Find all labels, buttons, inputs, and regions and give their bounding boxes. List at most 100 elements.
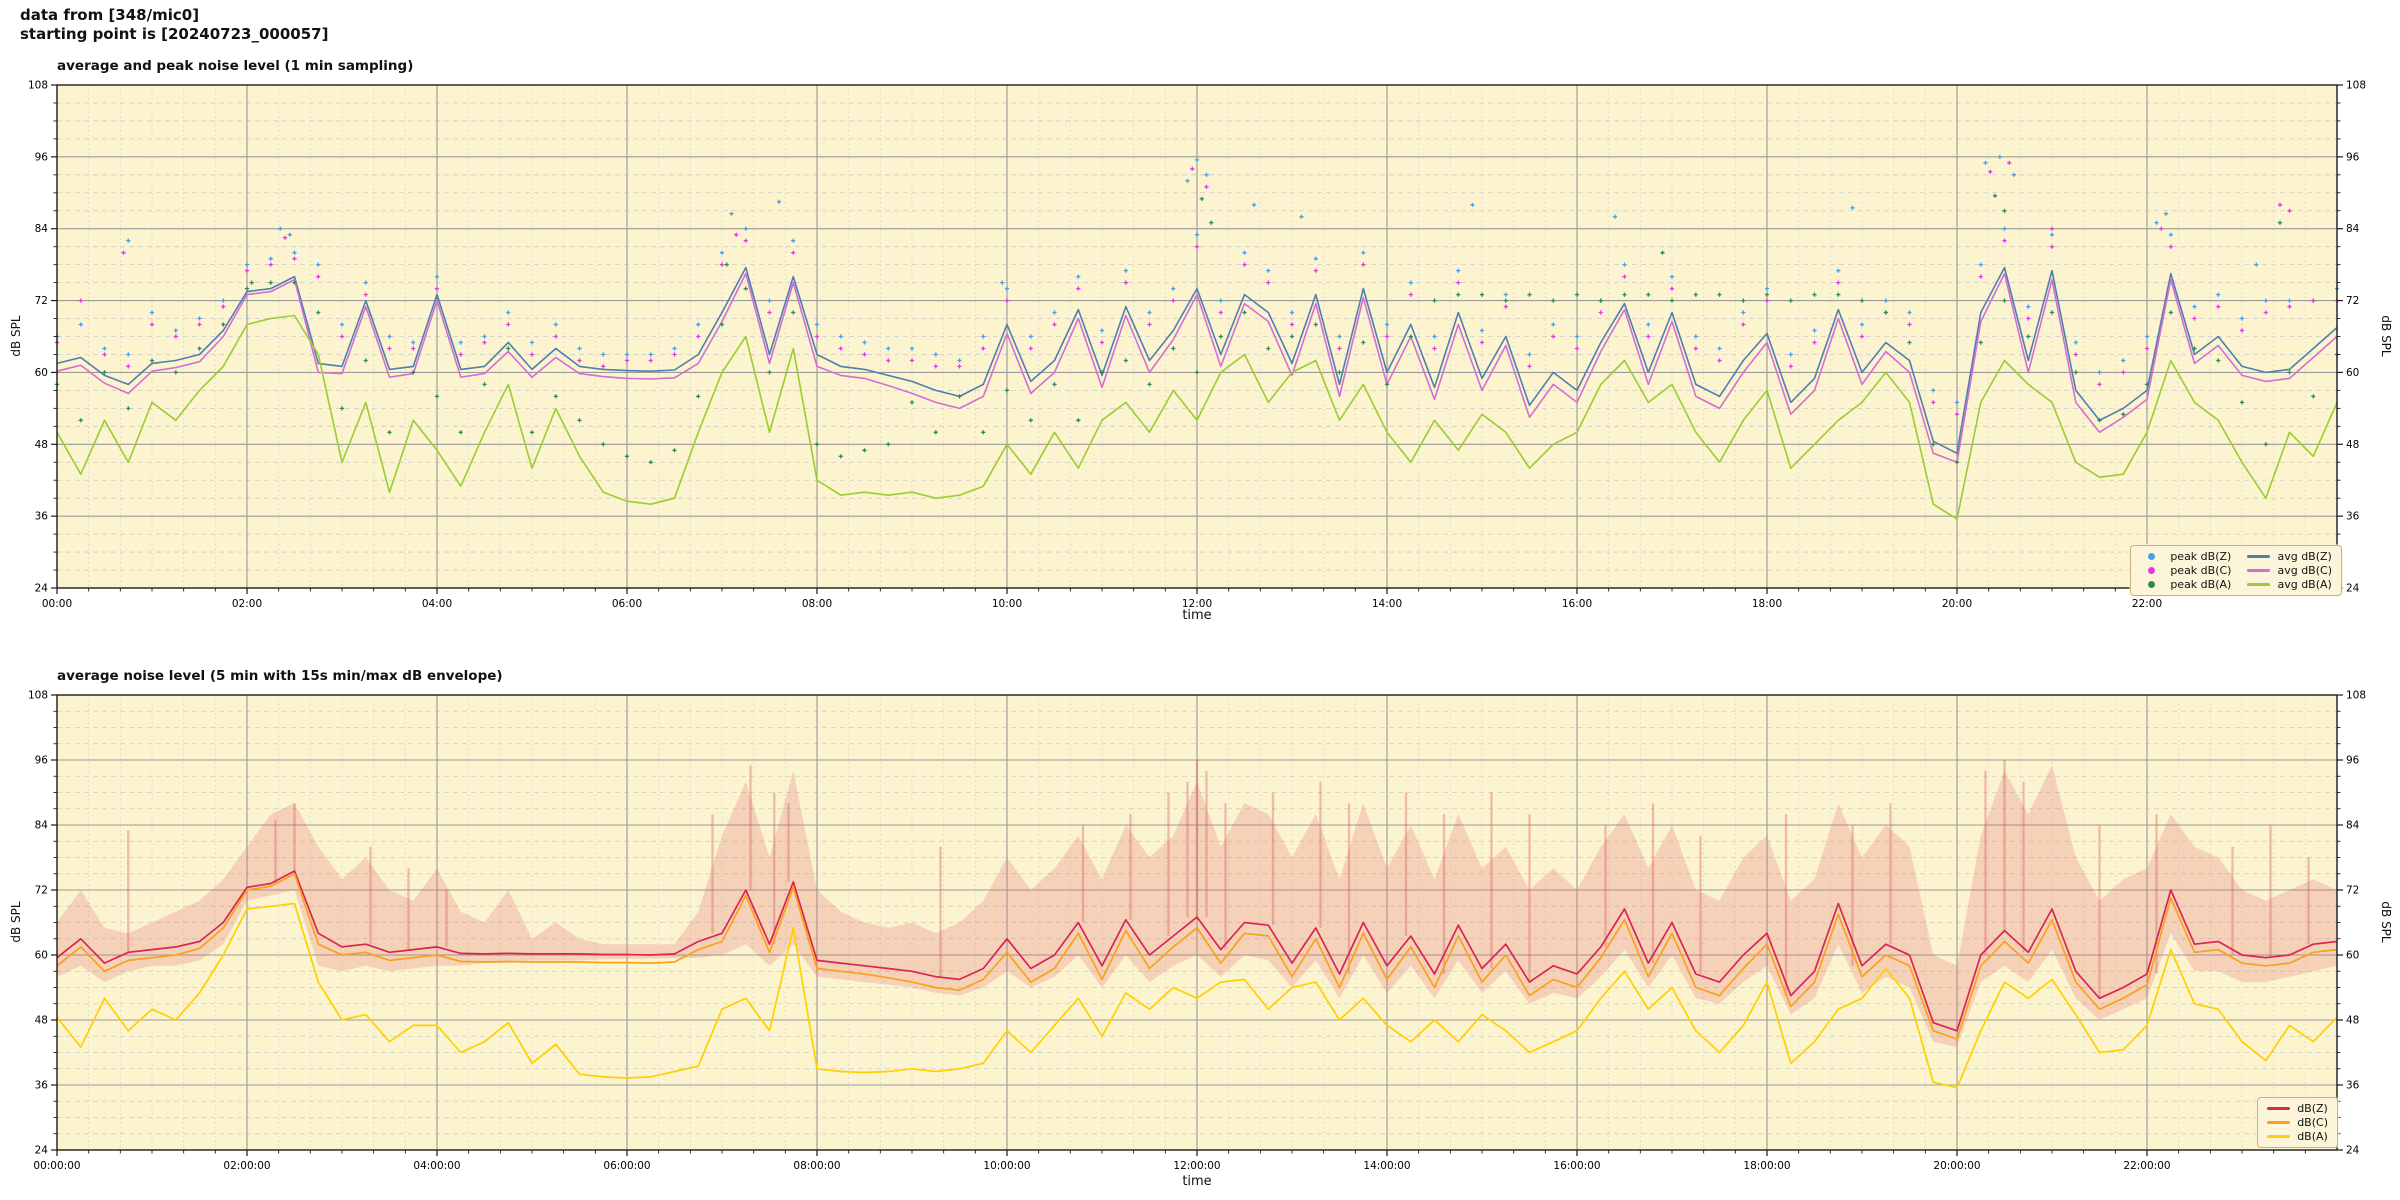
- xtick-label: 10:00: [992, 598, 1022, 610]
- ytick-label-right: 48: [2346, 1015, 2359, 1027]
- line-marker-icon: [2267, 1120, 2291, 1125]
- ytick-label: 48: [35, 439, 48, 451]
- legend-entry-db-c-: dB(C): [2267, 1116, 2328, 1129]
- xtick-label: 14:00: [1372, 598, 1402, 610]
- series-line-db-a-: [56, 902, 2338, 1089]
- bottom-chart-legend: dB(Z) dB(C) dB(A): [2257, 1097, 2338, 1148]
- xtick-label: 16:00: [1562, 598, 1592, 610]
- envelope-spike: [1784, 814, 1788, 996]
- legend-label: peak dB(Z): [2170, 550, 2232, 563]
- envelope-spike: [939, 846, 942, 977]
- top-chart-title: average and peak noise level (1 min samp…: [57, 58, 414, 74]
- ytick-label: 84: [35, 820, 49, 832]
- series-line-avg-db-z-: [56, 266, 2338, 455]
- legend-label: avg dB(A): [2277, 578, 2332, 591]
- xtick-label: 12:00: [1182, 598, 1212, 610]
- top-chart-xlabel: time: [1182, 608, 1212, 623]
- legend-label: avg dB(Z): [2277, 550, 2332, 563]
- legend-label: dB(A): [2297, 1130, 2328, 1143]
- ytick-label-right: 36: [2346, 1080, 2360, 1092]
- ytick-label: 24: [35, 583, 49, 595]
- xtick-label: 00:00: [42, 598, 72, 610]
- envelope-spike: [1604, 825, 1607, 947]
- series-line-db-z-: [56, 870, 2338, 1032]
- ytick-label-right: 36: [2346, 511, 2360, 523]
- envelope-spike: [1271, 792, 1275, 926]
- envelope-spike: [1528, 814, 1531, 983]
- envelope-spike: [1167, 792, 1170, 937]
- envelope-spike: [1442, 814, 1446, 974]
- xtick-label: 10:00:00: [983, 1160, 1030, 1172]
- ytick-label: 72: [35, 885, 48, 897]
- legend-label: peak dB(C): [2170, 564, 2232, 577]
- xtick-label: 16:00:00: [1553, 1160, 1600, 1172]
- envelope-spike: [2231, 846, 2234, 955]
- envelope-spike: [369, 846, 372, 945]
- ytick-label: 24: [35, 1145, 49, 1157]
- envelope-spike: [749, 765, 752, 890]
- envelope-spike: [1490, 792, 1493, 969]
- envelope-spike: [1195, 760, 1199, 918]
- xtick-label: 02:00:00: [223, 1160, 270, 1172]
- legend-entry-avg-db-a-: avg dB(A): [2247, 578, 2332, 591]
- dot-marker-icon: [2148, 581, 2156, 588]
- series-line-avg-db-a-: [56, 314, 2338, 520]
- xtick-label: 18:00:00: [1743, 1160, 1790, 1172]
- legend-label: avg dB(C): [2277, 564, 2332, 577]
- ytick-label: 108: [28, 80, 48, 92]
- xtick-label: 22:00:00: [2123, 1160, 2170, 1172]
- ytick-label: 36: [35, 511, 49, 523]
- ytick-label-right: 60: [2346, 367, 2359, 379]
- xtick-label: 12:00:00: [1173, 1160, 1220, 1172]
- xtick-label: 04:00:00: [413, 1160, 460, 1172]
- ytick-label-right: 96: [2346, 755, 2360, 767]
- ytick-label: 60: [35, 367, 48, 379]
- ytick-label-right: 60: [2346, 950, 2359, 962]
- header-start-point: starting point is [20240723_000057]: [20, 25, 329, 43]
- ytick-label-right: 108: [2346, 80, 2366, 92]
- envelope-spike: [1851, 825, 1854, 966]
- legend-label: peak dB(A): [2170, 578, 2232, 591]
- ytick-label-right: 84: [2346, 820, 2360, 832]
- xtick-label: 04:00: [422, 598, 452, 610]
- envelope-spike: [1404, 792, 1408, 937]
- ytick-label-right: 24: [2346, 583, 2360, 595]
- ytick-label-right: 24: [2346, 1145, 2360, 1157]
- envelope-band: [57, 765, 2337, 1048]
- xtick-label: 06:00:00: [603, 1160, 650, 1172]
- envelope-spike: [1889, 803, 1892, 945]
- envelope-spike: [1651, 803, 1655, 964]
- legend-label: dB(C): [2297, 1116, 2328, 1129]
- envelope-spike: [1186, 781, 1189, 918]
- xtick-label: 20:00: [1942, 598, 1972, 610]
- envelope-spike: [2269, 825, 2272, 958]
- envelope-spike: [1129, 814, 1132, 920]
- ytick-label: 60: [35, 950, 48, 962]
- envelope-spike: [1224, 803, 1227, 950]
- legend-entry-peak-db-z-: peak dB(Z): [2140, 550, 2231, 563]
- xtick-label: 08:00: [802, 598, 832, 610]
- legend-entry-avg-db-z-: avg dB(Z): [2247, 550, 2332, 563]
- ytick-label: 48: [35, 1015, 48, 1027]
- envelope-spike: [2022, 781, 2025, 953]
- ytick-label: 72: [35, 295, 48, 307]
- legend-entry-db-z-: dB(Z): [2267, 1102, 2328, 1115]
- ytick-label-right: 84: [2346, 223, 2360, 235]
- ytick-label-right: 108: [2346, 690, 2366, 702]
- envelope-spike: [1081, 825, 1085, 923]
- envelope-spike: [127, 830, 130, 953]
- envelope-spike: [2003, 760, 2006, 931]
- envelope-spike: [445, 890, 448, 947]
- envelope-spike: [274, 819, 277, 884]
- ytick-label-right: 72: [2346, 885, 2359, 897]
- envelope-spike: [1205, 770, 1208, 918]
- legend-entry-peak-db-a-: peak dB(A): [2140, 578, 2231, 591]
- envelope-spike: [2155, 814, 2158, 974]
- envelope-spike: [1347, 803, 1351, 974]
- ytick-label: 108: [28, 690, 48, 702]
- legend-label: dB(Z): [2297, 1102, 2328, 1115]
- line-marker-icon: [2267, 1106, 2291, 1111]
- dot-marker-icon: [2148, 567, 2156, 574]
- ytick-label-right: 96: [2346, 151, 2360, 163]
